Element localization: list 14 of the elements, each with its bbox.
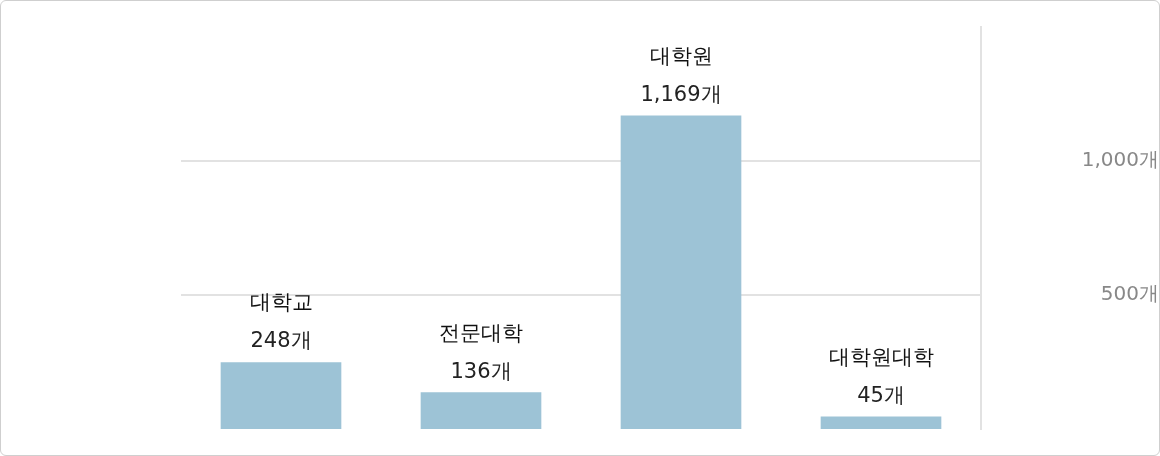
bar: [220, 362, 342, 429]
y-tick-label: 1,000개: [1081, 147, 1159, 172]
data-label: 136개: [450, 358, 512, 383]
bar: [620, 115, 742, 429]
x-tick-label: 전문대학: [439, 320, 523, 345]
data-label: 45개: [857, 382, 905, 407]
data-label: 1,169개: [640, 81, 722, 106]
data-label: 248개: [250, 328, 312, 353]
x-tick-label: 대학원: [649, 43, 713, 68]
y-tick-label: 500개: [1100, 281, 1159, 306]
x-tick-label: 대학교: [249, 290, 313, 315]
bar: [820, 416, 942, 429]
bar: [420, 392, 542, 429]
x-tick-label: 대학원대학: [828, 344, 934, 369]
